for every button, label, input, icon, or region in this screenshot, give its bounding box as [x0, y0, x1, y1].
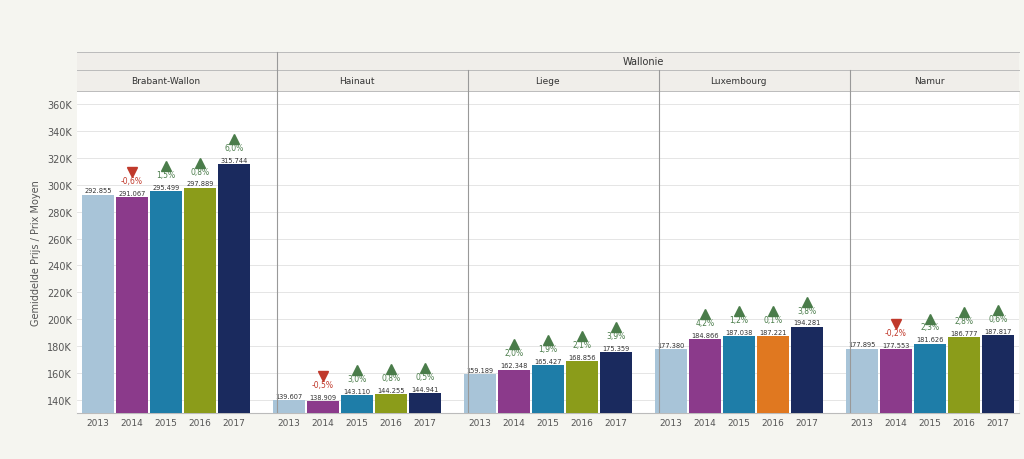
Bar	[948, 337, 980, 459]
Bar	[116, 197, 147, 459]
Bar	[307, 401, 339, 459]
Text: 0,6%: 0,6%	[988, 314, 1008, 324]
Text: 315.744: 315.744	[220, 157, 248, 163]
Text: 138.909: 138.909	[309, 394, 337, 400]
Bar	[791, 327, 822, 459]
Bar	[498, 370, 529, 459]
Bar	[531, 366, 564, 459]
Bar	[655, 350, 687, 459]
Text: 291.067: 291.067	[119, 190, 145, 196]
Text: 3,0%: 3,0%	[347, 375, 367, 383]
Text: Liege: Liege	[536, 77, 560, 86]
Bar	[566, 361, 598, 459]
Bar	[600, 353, 632, 459]
Text: 2,1%: 2,1%	[572, 340, 591, 349]
Bar	[757, 336, 788, 459]
Bar	[82, 195, 114, 459]
Text: 181.626: 181.626	[916, 337, 943, 343]
Text: -0,6%: -0,6%	[121, 176, 143, 185]
Text: 292.855: 292.855	[84, 188, 112, 194]
Text: 2,3%: 2,3%	[921, 323, 939, 332]
Bar	[913, 344, 946, 459]
Text: 144.941: 144.941	[412, 386, 438, 392]
Y-axis label: Gemiddelde Prijs / Prix Moyen: Gemiddelde Prijs / Prix Moyen	[32, 179, 41, 325]
Bar	[184, 188, 216, 459]
Text: 177.553: 177.553	[882, 342, 909, 348]
Text: Luxembourg: Luxembourg	[711, 77, 767, 86]
Bar	[375, 394, 407, 459]
Bar	[218, 164, 250, 459]
Text: 0,8%: 0,8%	[190, 167, 210, 176]
Text: 0,8%: 0,8%	[381, 373, 400, 382]
Text: 187.038: 187.038	[725, 330, 753, 336]
Bar	[982, 336, 1014, 459]
Bar	[846, 349, 878, 459]
Text: 1,2%: 1,2%	[729, 315, 749, 325]
Text: Hainaut: Hainaut	[339, 77, 375, 86]
Bar	[150, 191, 182, 459]
Text: 2,0%: 2,0%	[505, 348, 523, 358]
Text: 139.607: 139.607	[275, 393, 303, 399]
Text: 177.895: 177.895	[848, 341, 876, 348]
Text: 168.856: 168.856	[568, 354, 596, 360]
Text: 165.427: 165.427	[535, 358, 561, 364]
Text: 4,2%: 4,2%	[695, 319, 715, 327]
Bar	[723, 337, 755, 459]
Text: 1,9%: 1,9%	[539, 345, 557, 353]
Text: 184.866: 184.866	[691, 332, 719, 338]
Bar	[689, 340, 721, 459]
Text: 3,8%: 3,8%	[797, 306, 816, 315]
Text: 187.221: 187.221	[759, 329, 786, 335]
Text: 3,9%: 3,9%	[606, 331, 626, 340]
Text: 162.348: 162.348	[500, 363, 527, 369]
Text: 0,5%: 0,5%	[415, 372, 434, 381]
Text: 2,8%: 2,8%	[954, 316, 973, 325]
Text: 186.777: 186.777	[950, 330, 978, 336]
Bar	[341, 396, 373, 459]
Bar	[464, 374, 496, 459]
Bar	[77, 53, 1019, 92]
Text: 295.499: 295.499	[153, 184, 179, 190]
Text: 194.281: 194.281	[793, 320, 820, 326]
Text: 159.189: 159.189	[466, 367, 494, 373]
Bar	[273, 400, 305, 459]
Text: 144.255: 144.255	[377, 387, 404, 393]
Text: Wallonie: Wallonie	[623, 57, 664, 67]
Text: -0,5%: -0,5%	[312, 380, 334, 389]
Text: 177.380: 177.380	[657, 342, 685, 348]
Bar	[880, 349, 911, 459]
Bar	[409, 393, 440, 459]
Text: 143.110: 143.110	[343, 388, 371, 394]
Text: -0,2%: -0,2%	[885, 328, 907, 337]
Text: 187.817: 187.817	[984, 329, 1012, 335]
Text: 175.359: 175.359	[602, 345, 630, 351]
Text: Brabant-Wallon: Brabant-Wallon	[131, 77, 201, 86]
Text: Namur: Namur	[914, 77, 945, 86]
Text: 1,5%: 1,5%	[157, 170, 175, 179]
Text: 297.889: 297.889	[186, 181, 214, 187]
Text: 0,1%: 0,1%	[763, 315, 782, 325]
Text: 6,0%: 6,0%	[224, 143, 244, 152]
